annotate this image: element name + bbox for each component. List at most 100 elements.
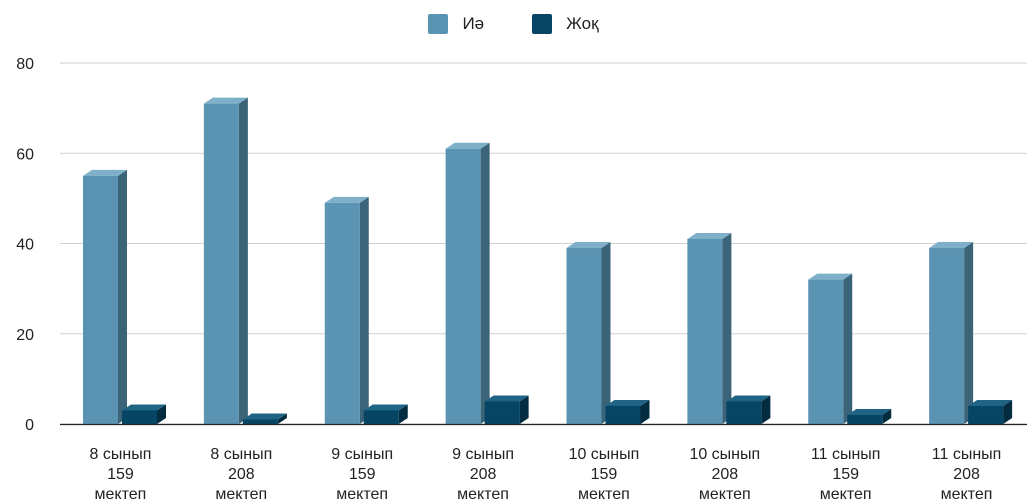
bar-top [605, 399, 650, 406]
bar [484, 395, 529, 424]
bar-side [601, 242, 611, 424]
x-tick-label: 10 сынып 159 мектеп [569, 446, 640, 503]
bar-side [640, 399, 650, 424]
x-tick-label-line: мектеп [215, 486, 267, 503]
x-tick-label-line: 159 [107, 466, 134, 483]
x-tick-label-line: 208 [470, 466, 497, 483]
x-tick-label-line: 9 сынып [452, 446, 514, 463]
bar-front [445, 148, 481, 425]
bar-side [843, 273, 853, 424]
bar-side [480, 142, 490, 425]
x-tick-label: 11 сынып 159 мектеп [811, 446, 881, 503]
bar-side [1003, 399, 1013, 424]
bar-top [566, 242, 611, 249]
legend-item-ie: Иә [428, 14, 484, 34]
bar-top [968, 399, 1013, 406]
bar-side [761, 395, 771, 424]
bar-top [324, 196, 369, 203]
bar-front [726, 401, 762, 424]
legend-swatch-ie [428, 14, 449, 34]
bar [929, 242, 974, 424]
x-tick-label-line: 8 сынып [210, 446, 272, 463]
bars [83, 97, 1013, 425]
bar [847, 408, 892, 424]
x-tick-label-line: 208 [228, 466, 255, 483]
x-tick-label-line: 10 сынып [689, 446, 760, 463]
bar-side [882, 408, 892, 424]
bar [808, 273, 853, 424]
bar [83, 169, 127, 424]
bar-top [808, 273, 853, 280]
bar-front [83, 175, 118, 424]
legend-label-zhok: Жоқ [566, 14, 599, 33]
bar [726, 395, 771, 424]
x-tick-label-line: мектеп [941, 486, 993, 503]
x-tick-label-line: 10 сынып [569, 446, 640, 463]
bar-top [726, 395, 771, 402]
bar-front [808, 279, 844, 424]
x-tick-label-line: мектеп [336, 486, 388, 503]
bar-front [363, 410, 399, 424]
bar-side [722, 232, 732, 424]
bar-side [118, 169, 127, 424]
bar [122, 404, 166, 424]
x-tick-label-line: мектеп [95, 486, 147, 503]
y-tick-label: 0 [25, 417, 34, 434]
y-tick-label: 80 [16, 56, 34, 73]
bar-front [484, 401, 520, 424]
x-tick-label-line: 208 [953, 466, 980, 483]
bar [203, 97, 248, 425]
bar [968, 399, 1013, 424]
bar [242, 413, 287, 424]
bar [566, 242, 611, 424]
y-tick-label: 60 [16, 146, 34, 163]
bar-front [242, 419, 278, 424]
bar-front [687, 238, 723, 424]
x-tick-label-line: 159 [832, 466, 859, 483]
x-axis: 8 сынып 159 мектеп 8 сынып 208 мектеп 9 сынып 1… [60, 423, 1027, 503]
bar-front [605, 405, 641, 424]
x-tick-label-line: 11 сынып [932, 446, 1002, 463]
x-tick-label-line: мектеп [457, 486, 509, 503]
x-tick-label-line: 159 [591, 466, 618, 483]
bar [363, 404, 408, 424]
bar-top [929, 242, 974, 249]
bar-top [687, 232, 732, 239]
x-tick-label-line: мектеп [578, 486, 630, 503]
x-tick-label: 9 сынып 159 мектеп [331, 446, 393, 503]
bar-front [847, 414, 883, 424]
bar-top [363, 404, 408, 411]
y-axis: 0 20 40 60 80 [16, 56, 34, 434]
bar-front [968, 405, 1004, 424]
legend-item-zhok: Жоқ [532, 14, 599, 34]
bar-top [203, 97, 248, 104]
bar-front [566, 248, 602, 424]
x-tick-label: 10 сынып 208 мектеп [689, 446, 760, 503]
bar-top [847, 408, 892, 415]
bar-side [519, 395, 529, 424]
bar-top [484, 395, 529, 402]
x-tick-label: 9 сынып 208 мектеп [452, 446, 514, 503]
bar [605, 399, 650, 424]
bar-top [242, 413, 287, 420]
y-tick-label: 40 [16, 237, 34, 254]
bar-front [122, 410, 157, 424]
x-tick-label-line: 11 сынып [811, 446, 881, 463]
legend: Иә Жоқ [0, 14, 1027, 34]
bar-top [122, 404, 166, 411]
x-tick-label-line: 159 [349, 466, 376, 483]
bar-top [445, 142, 490, 149]
x-tick-label: 8 сынып 159 мектеп [90, 446, 152, 503]
x-tick-label-line: 208 [711, 466, 738, 483]
x-tick-label-line: мектеп [699, 486, 751, 503]
x-tick-label-line: 9 сынып [331, 446, 393, 463]
bar [445, 142, 490, 425]
bar-side [359, 196, 369, 424]
bar-front [929, 248, 965, 424]
x-tick-label-line: 8 сынып [90, 446, 152, 463]
x-tick-label: 11 сынып 208 мектеп [932, 446, 1002, 503]
bar-side [398, 404, 408, 424]
bar-front [203, 103, 239, 425]
bar-front [324, 202, 360, 424]
